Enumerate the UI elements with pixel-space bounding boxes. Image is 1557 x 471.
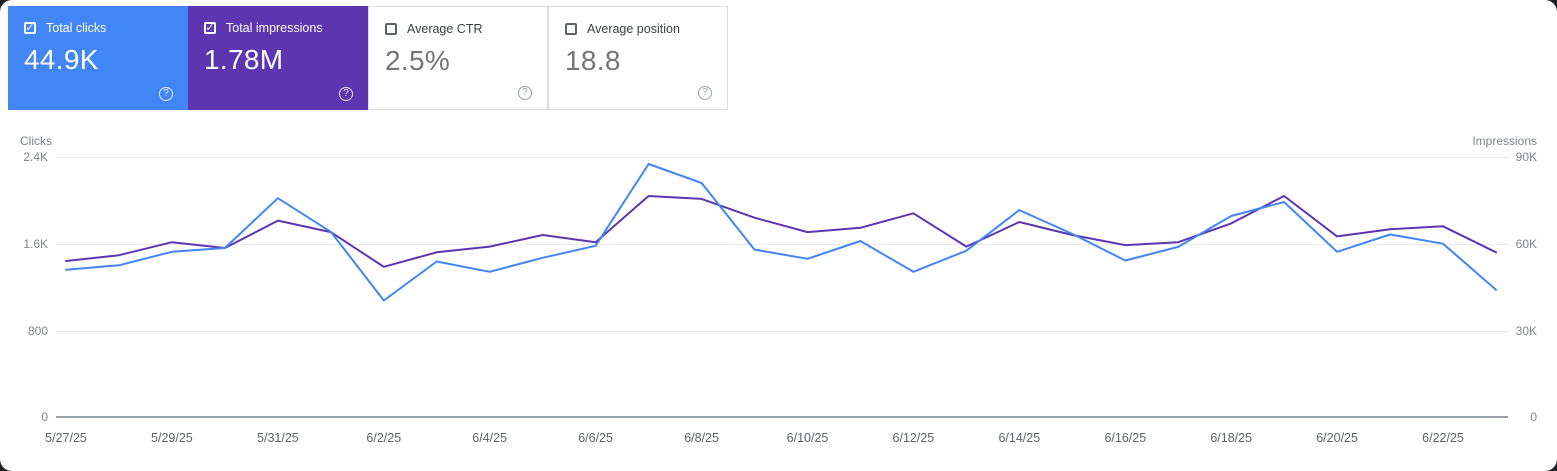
metric-label: Total clicks — [46, 21, 107, 35]
metric-card-average-ctr[interactable]: ✓ Average CTR 2.5% ? — [368, 6, 548, 110]
line-total-clicks — [65, 163, 1497, 302]
help-icon[interactable]: ? — [698, 86, 712, 100]
metric-value: 2.5% — [385, 45, 451, 76]
metric-label: Total impressions — [226, 21, 323, 35]
metric-card-header: ✓ Average position — [565, 22, 711, 36]
average-position-checkbox[interactable]: ✓ — [565, 23, 577, 35]
line-total-impressions — [65, 195, 1497, 268]
help-icon[interactable]: ? — [339, 87, 353, 101]
metric-card-header: ✓ Total clicks — [24, 21, 172, 35]
metric-cards: ✓ Total clicks 44.9K ? ✓ Total impressio… — [0, 0, 1557, 110]
metric-card-average-position[interactable]: ✓ Average position 18.8 ? — [548, 6, 728, 110]
metric-value: 1.78M — [204, 44, 284, 75]
metric-label: Average position — [587, 22, 680, 36]
metric-value: 44.9K — [24, 44, 99, 75]
average-ctr-checkbox[interactable]: ✓ — [385, 23, 397, 35]
help-icon[interactable]: ? — [518, 86, 532, 100]
metric-label: Average CTR — [407, 22, 483, 36]
total-clicks-checkbox[interactable]: ✓ — [24, 22, 36, 34]
help-icon[interactable]: ? — [159, 87, 173, 101]
metric-card-header: ✓ Average CTR — [385, 22, 531, 36]
total-impressions-checkbox[interactable]: ✓ — [204, 22, 216, 34]
metric-card-header: ✓ Total impressions — [204, 21, 352, 35]
metric-card-total-clicks[interactable]: ✓ Total clicks 44.9K ? — [8, 6, 188, 110]
check-icon: ✓ — [25, 21, 35, 34]
check-icon: ✓ — [205, 21, 215, 34]
metric-card-total-impressions[interactable]: ✓ Total impressions 1.78M ? — [188, 6, 368, 110]
metric-value: 18.8 — [565, 45, 621, 76]
